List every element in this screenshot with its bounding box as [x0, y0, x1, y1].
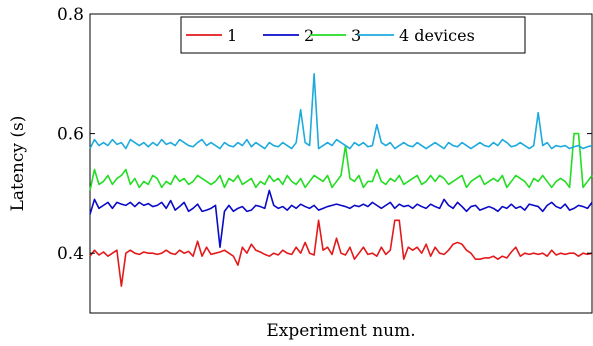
y-axis-ticks: 0.4 0.6 0.8 [57, 5, 592, 264]
y-tick-label: 0.8 [57, 5, 84, 25]
y-tick-label: 0.4 [57, 244, 84, 264]
legend-label-2: 2 [304, 26, 314, 45]
series-line-1 [89, 219, 593, 287]
x-axis-label: Experiment num. [266, 321, 415, 341]
y-tick-label: 0.6 [57, 125, 84, 145]
legend-label-4: 4 devices [399, 26, 475, 45]
plot-frame [89, 13, 593, 314]
series-line-4 [89, 73, 593, 150]
legend-entries: 1 2 3 4 devices [186, 26, 475, 45]
series-layer [89, 73, 593, 287]
y-axis-label: Latency (s) [8, 116, 28, 212]
series-line-3 [89, 132, 593, 191]
series-line-2 [89, 189, 593, 249]
legend-label-3: 3 [351, 26, 361, 45]
legend: 1 2 3 4 devices [180, 16, 526, 54]
legend-label-1: 1 [227, 26, 237, 45]
legend-box [180, 16, 526, 54]
